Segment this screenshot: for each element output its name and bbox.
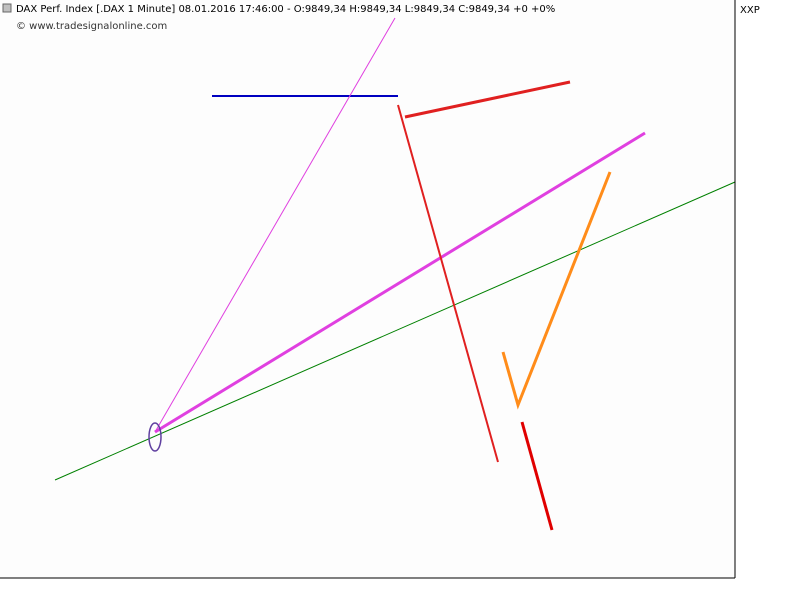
icon — [2, 3, 12, 13]
arrow-line — [404, 80, 571, 119]
trend-line — [54, 181, 736, 481]
drawings — [54, 17, 736, 531]
source: © www.tradesignalonline.com — [16, 21, 167, 32]
header: DAX Perf. Index [.DAX 1 Minute] 08.01.20… — [16, 4, 555, 15]
axis-title: XXP — [740, 5, 760, 16]
forecast-line — [501, 171, 612, 410]
trend-line — [397, 104, 499, 463]
trend-line — [154, 17, 396, 433]
forecast-line — [520, 421, 554, 531]
channel-line — [154, 131, 646, 434]
marker-ellipse — [148, 422, 162, 452]
x-axis-panel — [0, 578, 735, 600]
y-axis-panel — [735, 0, 800, 600]
plot-area — [0, 0, 735, 578]
